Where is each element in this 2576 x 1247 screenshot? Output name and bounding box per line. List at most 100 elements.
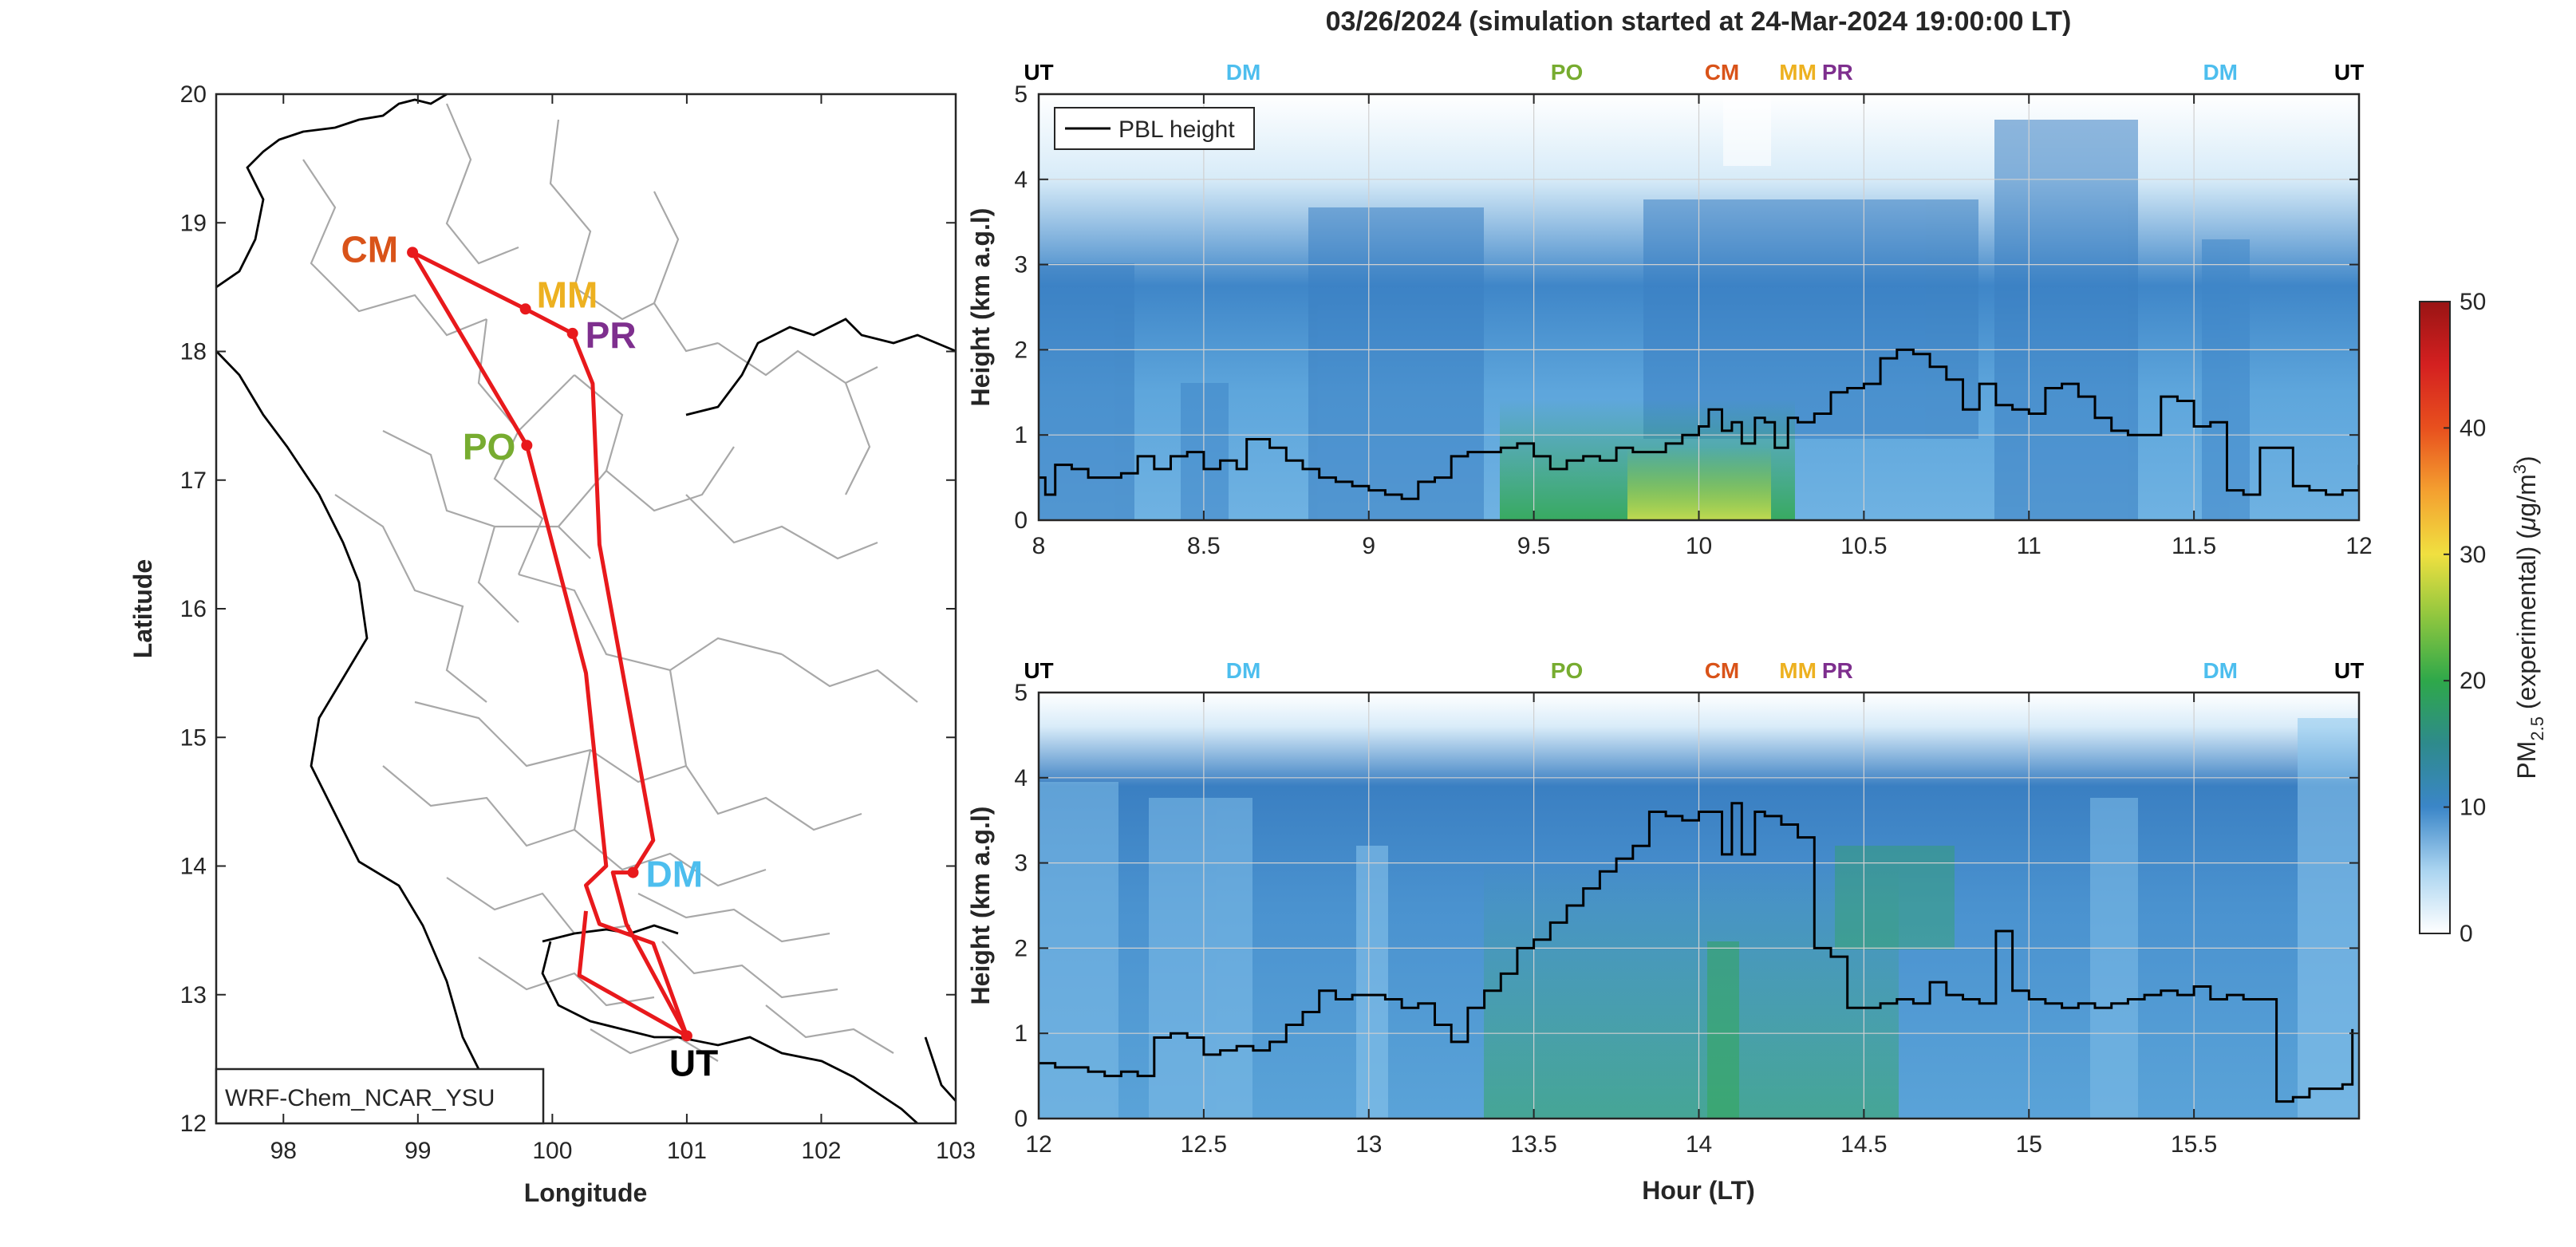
ytick-label: 3 <box>1014 850 1028 877</box>
bottom-pbl-line <box>1039 802 2354 1103</box>
map-ytick-label: 18 <box>180 339 207 365</box>
station-label-dm: DM <box>2203 658 2238 683</box>
map-ytick-label: 12 <box>180 1111 207 1137</box>
station-marker-pr <box>566 327 578 339</box>
station-label-ut: UT <box>2334 60 2364 85</box>
colorbar-tick-label: 10 <box>2460 795 2486 821</box>
map-ytick-label: 13 <box>180 982 207 1008</box>
colorbar-tick-label: 50 <box>2460 289 2486 315</box>
xtick-label: 13.5 <box>1510 1131 1556 1158</box>
bottom-ylabel: Height (km a.g.l) <box>966 807 995 1005</box>
map-xtick-label: 98 <box>270 1138 297 1164</box>
map-station-label: CM <box>341 228 399 270</box>
station-marker-cm <box>407 247 419 258</box>
station-label-mm: MM <box>1779 60 1817 85</box>
bottom-station-labels: UT DM PO CM MM PR DM UT <box>1024 658 2364 683</box>
xtick-label: 10.5 <box>1840 533 1887 559</box>
xtick-label: 15.5 <box>2171 1131 2217 1158</box>
top-station-labels: UT DM PO CM MM PR DM UT <box>1024 60 2364 85</box>
legend-pbl-label: PBL height <box>1118 116 1235 143</box>
ytick-label: 2 <box>1014 935 1028 961</box>
map-station-label: MM <box>537 274 598 315</box>
figure-title: 03/26/2024 (simulation started at 24-Mar… <box>1326 6 2072 37</box>
map-station-label: PR <box>586 314 637 356</box>
map-xlabel: Longitude <box>524 1178 648 1207</box>
station-label-po: PO <box>1551 60 1583 85</box>
ytick-label: 5 <box>1014 81 1028 108</box>
station-label-ut: UT <box>1024 60 1053 85</box>
station-label-pr: PR <box>1822 658 1853 683</box>
model-label-box <box>215 1067 545 1125</box>
top-ylabel: Height (km a.g.l) <box>966 208 995 407</box>
station-label-dm: DM <box>1226 60 1261 85</box>
colorbar-tick-label: 0 <box>2460 921 2473 947</box>
xtick-label: 9.5 <box>1517 533 1551 559</box>
legend: PBL height <box>1054 107 1255 150</box>
ytick-label: 0 <box>1014 1106 1028 1132</box>
ytick-label: 4 <box>1014 167 1028 193</box>
map-ytick-label: 16 <box>180 596 207 622</box>
model-label: WRF-Chem_NCAR_YSU <box>225 1085 495 1111</box>
coastline <box>216 94 956 1123</box>
xtick-label: 12 <box>1025 1131 1051 1158</box>
station-marker-dm <box>627 866 639 878</box>
map-ytick-label: 20 <box>180 81 207 108</box>
province-boundaries <box>302 103 918 1062</box>
station-label-ut: UT <box>1024 658 1053 683</box>
ytick-label: 0 <box>1014 507 1028 534</box>
xtick-label: 14 <box>1686 1131 1712 1158</box>
map-ytick-label: 15 <box>180 724 207 751</box>
xtick-label: 13 <box>1355 1131 1382 1158</box>
map-xtick-label: 102 <box>801 1138 841 1164</box>
map-xtick-label: 101 <box>667 1138 707 1164</box>
station-label-cm: CM <box>1705 658 1740 683</box>
map-xtick-label: 99 <box>404 1138 431 1164</box>
colorbar: 0 10 20 30 40 50 PM2.5 (experimental) (μg/m3) <box>2419 289 2547 947</box>
colorbar-tick-label: 30 <box>2460 542 2486 568</box>
map-station-label: UT <box>669 1042 718 1083</box>
xtick-label: 11 <box>2017 533 2041 559</box>
map-ylabel: Latitude <box>128 559 157 658</box>
xtick-label: 10 <box>1686 533 1712 559</box>
station-marker-ut <box>680 1030 692 1042</box>
ytick-label: 4 <box>1014 765 1028 791</box>
xtick-label: 12.5 <box>1181 1131 1227 1158</box>
xtick-label: 11.5 <box>2172 533 2216 559</box>
colorbar-tick-label: 40 <box>2460 415 2486 441</box>
station-marker-mm <box>519 303 531 315</box>
station-marker-po <box>521 440 533 452</box>
station-label-cm: CM <box>1705 60 1740 85</box>
ytick-label: 5 <box>1014 680 1028 706</box>
station-label-mm: MM <box>1779 658 1817 683</box>
station-label-dm: DM <box>1226 658 1261 683</box>
ytick-label: 1 <box>1014 422 1028 448</box>
colorbar-label: PM2.5 (experimental) (μg/m3) <box>2510 456 2547 779</box>
station-label-ut: UT <box>2334 658 2364 683</box>
xtick-label: 8.5 <box>1187 533 1221 559</box>
map-ytick-label: 19 <box>180 210 207 236</box>
map-ytick-label: 14 <box>180 854 207 880</box>
map-xtick-label: 103 <box>936 1138 976 1164</box>
xtick-label: 12 <box>2345 533 2372 559</box>
ytick-label: 3 <box>1014 252 1028 278</box>
bottom-xlabel: Hour (LT) <box>1642 1176 1755 1205</box>
colorbar-ticks: 0 10 20 30 40 50 <box>2444 289 2486 947</box>
map-ytick-label: 17 <box>180 468 207 494</box>
map-ticks: 98 99 100 101 102 103 12 13 14 15 16 17 18 19 20 <box>180 81 976 1164</box>
top-pbl-line <box>1039 348 2359 500</box>
colorbar-gradient <box>2419 301 2451 934</box>
xtick-label: 8 <box>1032 533 1046 559</box>
xtick-label: 9 <box>1362 533 1375 559</box>
xtick-label: 14.5 <box>1840 1131 1887 1158</box>
station-label-pr: PR <box>1822 60 1853 85</box>
xtick-label: 15 <box>2016 1131 2042 1158</box>
station-label-dm: DM <box>2203 60 2238 85</box>
ytick-label: 2 <box>1014 337 1028 363</box>
